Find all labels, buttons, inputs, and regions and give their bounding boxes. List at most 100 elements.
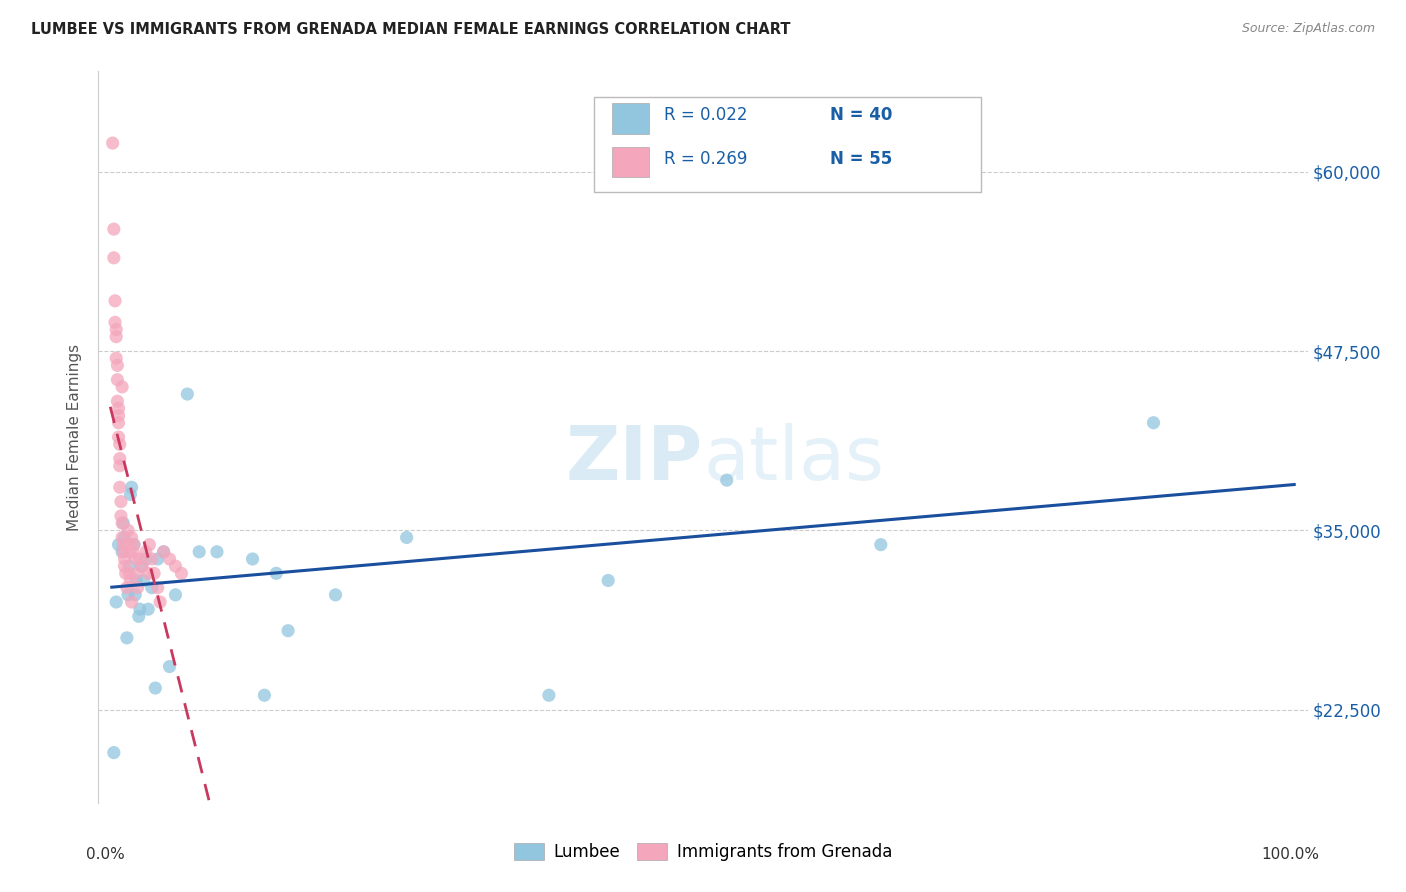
Point [104,293,127,308]
Point [136,602,159,616]
Point [105,322,128,336]
Point [112,516,135,530]
Point [114,566,136,581]
Point [108,451,131,466]
Text: 100.0%: 100.0% [1261,847,1320,862]
Bar [613,103,648,134]
Text: N = 40: N = 40 [830,106,893,125]
Point [325,588,347,602]
Point [124,588,146,602]
Point [107,430,129,444]
Legend: Lumbee, Immigrants from Grenada: Lumbee, Immigrants from Grenada [508,836,898,868]
Point [111,531,134,545]
Point [188,545,211,559]
Text: ZIP: ZIP [565,423,703,496]
Point [105,394,128,409]
Point [132,574,155,588]
Point [395,531,418,545]
Text: atlas: atlas [703,423,884,496]
Text: R = 0.269: R = 0.269 [664,151,748,169]
Point [105,373,128,387]
Point [103,251,125,265]
Point [170,566,193,581]
Point [138,538,160,552]
Point [107,538,129,552]
Point [129,559,152,574]
Point [159,552,181,566]
Point [105,595,128,609]
Point [101,136,124,150]
Point [112,538,135,552]
Point [165,588,187,602]
Point [111,380,134,394]
Point [115,631,138,645]
Point [141,552,163,566]
FancyBboxPatch shape [595,97,981,192]
Point [277,624,299,638]
Point [104,315,127,329]
Point [165,559,187,574]
Point [122,538,145,552]
Point [149,595,172,609]
Y-axis label: Median Female Earnings: Median Female Earnings [67,343,83,531]
Text: LUMBEE VS IMMIGRANTS FROM GRENADA MEDIAN FEMALE EARNINGS CORRELATION CHART: LUMBEE VS IMMIGRANTS FROM GRENADA MEDIAN… [31,22,790,37]
Point [120,574,142,588]
Point [129,602,152,616]
Point [114,552,136,566]
Text: R = 0.022: R = 0.022 [664,106,748,125]
Point [146,552,169,566]
Point [118,566,141,581]
Point [105,351,128,366]
Point [242,552,264,566]
Point [127,581,149,595]
Point [118,559,141,574]
Point [143,566,166,581]
Point [128,609,150,624]
Point [112,545,135,559]
Point [114,531,136,545]
Point [117,588,139,602]
Point [122,538,145,552]
Point [105,359,128,373]
Point [537,688,560,702]
Point [264,566,287,581]
Point [141,581,163,595]
Point [114,559,136,574]
Point [125,566,148,581]
Point [121,531,143,545]
Point [103,746,125,760]
Point [159,659,181,673]
Bar [613,146,648,178]
Point [110,508,132,523]
Point [107,416,129,430]
Point [108,458,131,473]
Point [108,480,131,494]
Point [131,559,153,574]
Point [118,545,141,559]
Point [125,574,148,588]
Point [598,574,620,588]
Point [1142,416,1164,430]
Point [115,581,138,595]
Point [176,387,198,401]
Point [108,437,131,451]
Point [205,545,228,559]
Point [135,545,157,559]
Point [146,581,169,595]
Point [107,401,129,416]
Point [143,681,166,695]
Point [105,329,128,343]
Point [120,487,142,501]
Text: 0.0%: 0.0% [86,847,125,862]
Point [716,473,738,487]
Point [111,516,134,530]
Point [135,552,157,566]
Text: N = 55: N = 55 [830,151,893,169]
Text: Source: ZipAtlas.com: Source: ZipAtlas.com [1241,22,1375,36]
Point [121,480,143,494]
Point [121,545,143,559]
Point [107,409,129,423]
Point [117,538,139,552]
Point [124,552,146,566]
Point [121,595,143,609]
